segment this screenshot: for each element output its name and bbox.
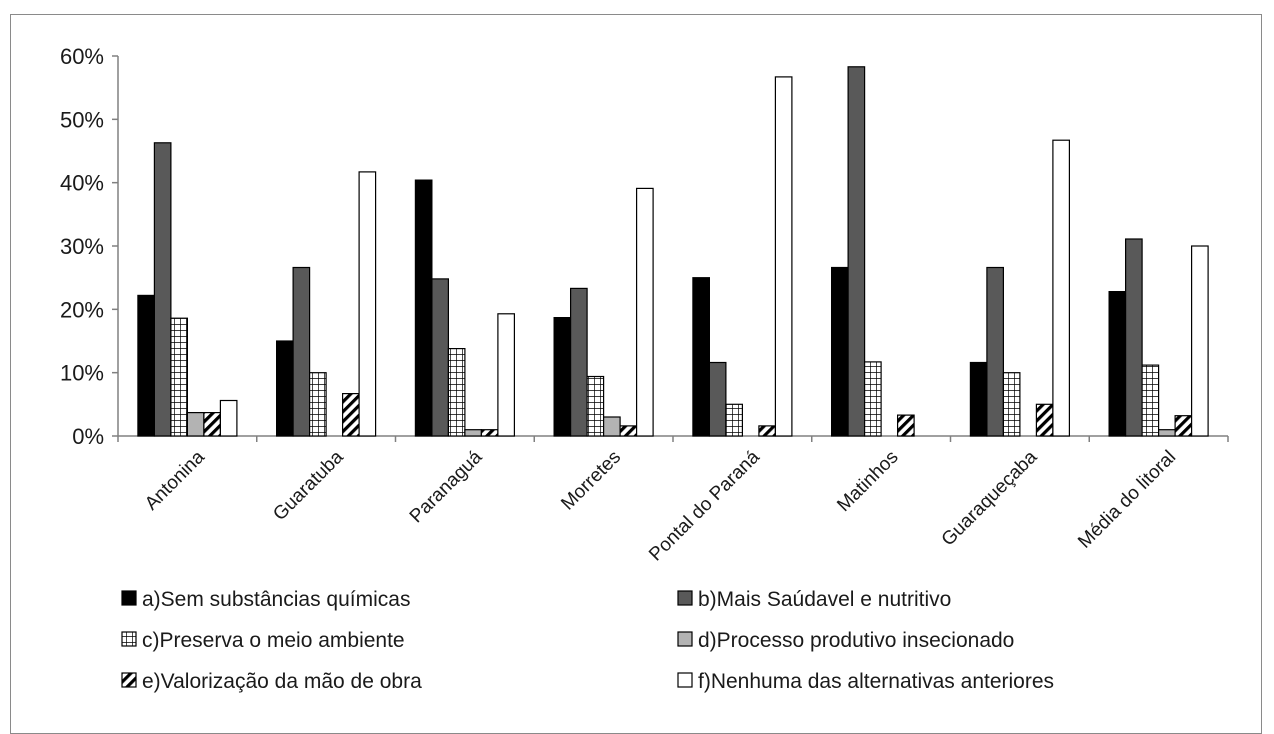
bar (358, 171, 377, 437)
bar (480, 429, 499, 437)
bar (219, 399, 238, 437)
bar (137, 294, 155, 437)
legend-label: d)Processo produtivo insecionado (698, 629, 1014, 652)
bar (758, 425, 777, 437)
y-tick-label: 20% (60, 297, 104, 322)
legend-label: e)Valorização da mão de obra (142, 670, 422, 693)
y-tick-label: 10% (60, 361, 104, 386)
x-tick-label: Média do litoral (1074, 447, 1180, 553)
bar (635, 187, 654, 437)
bar (708, 361, 727, 437)
bar (431, 278, 449, 437)
legend-item: f)Nenhuma das alternativas anteriores (677, 670, 1054, 693)
bar-group (137, 142, 238, 437)
bar (292, 266, 311, 437)
bar-group (692, 76, 793, 437)
x-tick-label: Matinhos (833, 447, 902, 516)
y-axis-ticks: 0% 10% 20% 30% 40% 50% 60% (60, 44, 118, 449)
x-tick-label: Morretes (557, 447, 625, 515)
legend-swatch (677, 672, 693, 688)
bar (1174, 415, 1193, 437)
bar (830, 266, 849, 437)
x-tick-label: Paranaguá (406, 446, 487, 527)
bar (586, 375, 605, 437)
bar (1052, 139, 1071, 437)
bar (1124, 238, 1143, 437)
bar (170, 317, 188, 437)
bar (464, 429, 482, 437)
bar (203, 412, 221, 437)
bar (692, 277, 711, 437)
bar (569, 287, 588, 437)
legend-label: a)Sem substâncias químicas (142, 588, 410, 611)
bar-group (830, 66, 915, 437)
y-tick-label: 0% (72, 424, 104, 449)
x-tick-label: Pontal do Paraná (645, 446, 764, 565)
bar (186, 412, 205, 437)
bar (1157, 429, 1176, 437)
bars-layer (137, 66, 1209, 437)
x-tick-label: Antonina (141, 446, 209, 514)
bar (1108, 291, 1127, 437)
legend: a)Sem substâncias químicas b)Mais Saúdave… (121, 588, 1054, 693)
bar (153, 142, 172, 437)
y-tick-label: 60% (60, 44, 104, 69)
bar (414, 179, 433, 437)
bar (725, 403, 744, 437)
y-tick-label: 50% (60, 107, 104, 132)
legend-item: a)Sem substâncias químicas (121, 588, 410, 611)
bar (969, 361, 988, 437)
bar (309, 372, 327, 437)
bar (602, 416, 621, 437)
bar (847, 66, 866, 437)
legend-label: b)Mais Saúdavel e nutritivo (698, 588, 951, 611)
legend-item: b)Mais Saúdavel e nutritivo (677, 588, 951, 611)
bar (986, 266, 1005, 437)
legend-label: c)Preserva o meio ambiente (142, 629, 405, 652)
bar (342, 393, 360, 437)
bar-group (276, 171, 377, 437)
legend-swatch (121, 590, 137, 606)
bar (896, 414, 915, 437)
bar-chart: 0% 10% 20% 30% 40% 50% 60% Antonina Guaratuba Pa… (60, 44, 1229, 693)
y-tick-label: 40% (60, 171, 104, 196)
legend-swatch (121, 672, 137, 688)
legend-swatch (121, 631, 137, 647)
bar (1035, 403, 1054, 437)
legend-item: d)Processo produtivo insecionado (677, 629, 1014, 652)
bar (863, 361, 882, 437)
bar-group (1108, 238, 1209, 437)
x-tick-label: Guaratuba (269, 446, 348, 525)
bar-group (969, 139, 1071, 437)
legend-swatch (677, 590, 693, 606)
bar (276, 340, 294, 437)
bar (1141, 364, 1160, 437)
legend-label: f)Nenhuma das alternativas anteriores (698, 670, 1054, 693)
bar (447, 348, 466, 437)
bar (553, 317, 572, 437)
x-axis-labels: Antonina Guaratuba Paranaguá Morretes Pontal… (141, 446, 1180, 565)
bar (497, 313, 515, 437)
bar (1190, 245, 1209, 437)
legend-swatch (677, 631, 693, 647)
legend-item: c)Preserva o meio ambiente (121, 629, 405, 652)
bar-group (553, 187, 654, 437)
bar-group (414, 179, 515, 437)
legend-item: e)Valorização da mão de obra (121, 670, 422, 693)
bar (619, 425, 638, 437)
bar (774, 76, 793, 437)
y-tick-label: 30% (60, 234, 104, 259)
bar (1002, 372, 1021, 437)
x-tick-label: Guaraqueçaba (938, 446, 1042, 550)
